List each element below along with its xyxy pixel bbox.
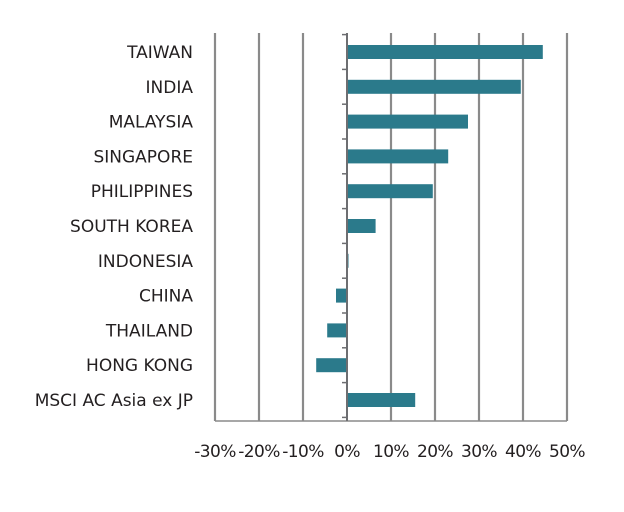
zero-axis: [342, 33, 348, 421]
category-labels: TAIWAN INDIA MALAYSIA SINGAPORE PHILIPPINES S…: [35, 43, 194, 411]
category-label: MSCI AC Asia ex JP: [35, 391, 193, 411]
bar: [347, 114, 468, 129]
bar: [347, 79, 521, 94]
category-label: MALAYSIA: [109, 113, 194, 133]
category-label: HONG KONG: [86, 356, 193, 376]
category-label: CHINA: [139, 287, 193, 307]
x-tick-label: 0%: [334, 442, 360, 462]
category-label: SINGAPORE: [93, 147, 193, 167]
x-tick-label: 20%: [417, 442, 453, 462]
category-label: INDONESIA: [98, 252, 193, 272]
x-tick-label: 30%: [461, 442, 497, 462]
bar: [327, 323, 347, 338]
x-tick-label: 10%: [373, 442, 409, 462]
category-label: PHILIPPINES: [91, 182, 193, 202]
x-tick-label: -20%: [238, 442, 280, 462]
bar: [347, 184, 433, 199]
x-tick-label: 40%: [505, 442, 541, 462]
bar: [347, 393, 416, 407]
bar: [347, 45, 543, 59]
category-label: INDIA: [146, 78, 194, 98]
category-label: THAILAND: [105, 321, 193, 341]
x-tick-label: 50%: [549, 442, 585, 462]
bars: [316, 45, 543, 407]
bar: [347, 149, 449, 164]
x-tick-labels: -30% -20% -10% 0% 10% 20% 30% 40% 50%: [194, 442, 586, 462]
bar: [336, 288, 347, 303]
x-tick-label: -10%: [282, 442, 324, 462]
category-label: SOUTH KOREA: [70, 217, 193, 237]
gridlines: [213, 33, 569, 422]
category-label: TAIWAN: [126, 43, 193, 63]
bar: [347, 219, 376, 233]
x-tick-label: -30%: [194, 442, 236, 462]
bar: [316, 358, 347, 373]
